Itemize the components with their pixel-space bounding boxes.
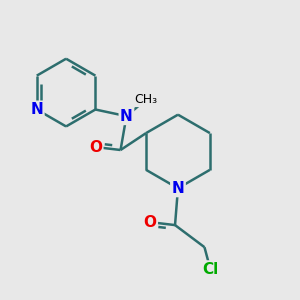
Text: O: O [143,214,157,230]
Text: N: N [172,181,184,196]
Text: N: N [30,102,43,117]
Text: CH₃: CH₃ [134,93,157,106]
Text: O: O [89,140,102,154]
Text: N: N [120,109,133,124]
Text: Cl: Cl [202,262,218,277]
